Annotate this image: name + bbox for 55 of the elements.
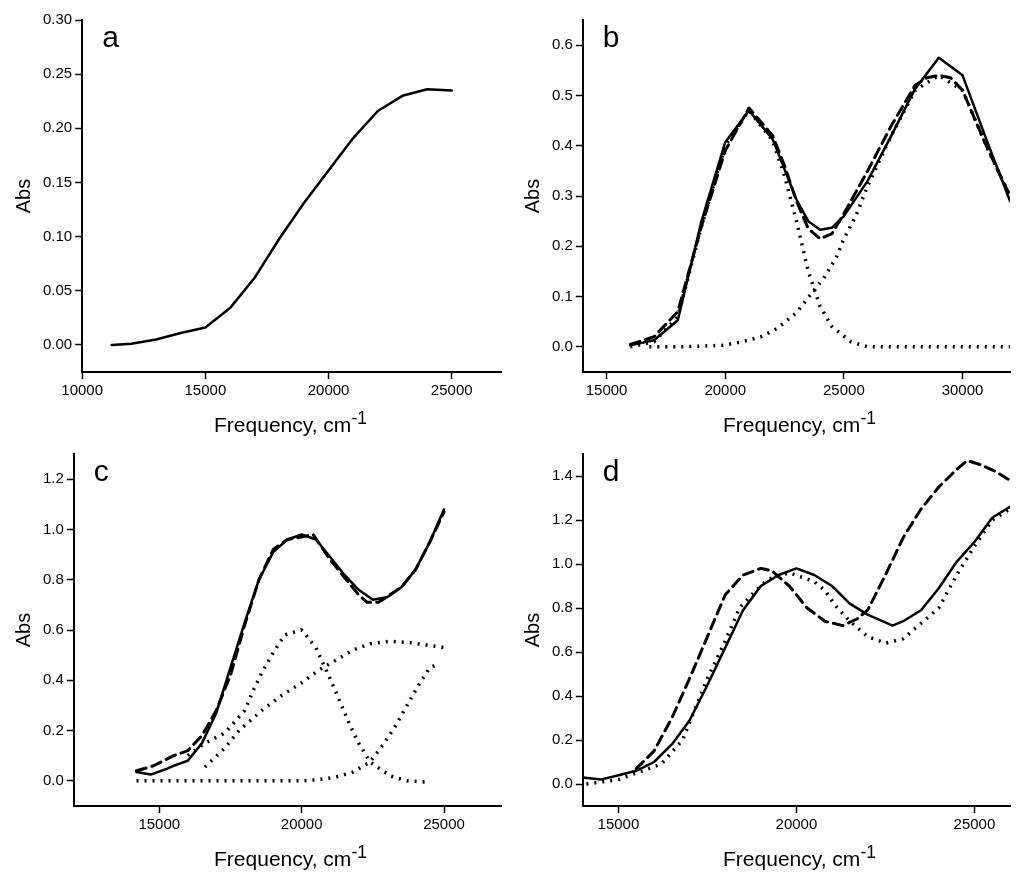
y-axis-title: Abs — [520, 612, 543, 648]
x-tick-label: 20000 — [307, 381, 350, 399]
y-tick-label: 0.0 — [42, 771, 64, 788]
y-tick-label: 1.2 — [551, 510, 573, 528]
x-tick-label: 20000 — [704, 381, 747, 399]
x-tick-label: 10000 — [61, 381, 104, 399]
y-tick-label: 0.25 — [42, 64, 73, 82]
y-tick-label: 0.4 — [42, 670, 64, 688]
x-tick-label: 30000 — [941, 381, 984, 399]
y-tick-label: 0.6 — [42, 620, 64, 638]
y-tick-label: 0.2 — [551, 236, 573, 254]
x-tick-label: 15000 — [184, 381, 227, 399]
x-axis-title: Frequency, cm$^{-1}$ — [722, 841, 877, 872]
y-tick-label: 1.2 — [42, 469, 64, 487]
y-tick-label: 0.6 — [551, 35, 573, 53]
x-axis-title: Frequency, cm$^{-1}$ — [722, 407, 877, 438]
y-tick-label: 0.6 — [551, 642, 573, 660]
y-tick-label: 1.4 — [551, 466, 573, 484]
y-tick-label: 0.0 — [551, 774, 573, 792]
annotation: c — [93, 454, 109, 488]
y-tick-label: 0.5 — [551, 85, 573, 103]
x-tick-label: 25000 — [953, 815, 996, 833]
x-tick-label: 15000 — [597, 815, 640, 833]
y-tick-label: 0.0 — [551, 337, 573, 354]
y-tick-label: 0.15 — [42, 172, 73, 190]
y-tick-label: 0.10 — [42, 226, 73, 244]
x-tick-label: 25000 — [430, 381, 473, 399]
y-tick-label: 0.20 — [42, 118, 73, 136]
y-tick-label: 0.00 — [42, 335, 73, 353]
y-tick-label: 1.0 — [42, 519, 64, 537]
y-tick-label: 0.4 — [551, 135, 573, 153]
annotation: a — [102, 20, 120, 54]
annotation: b — [602, 20, 620, 54]
x-tick-label: 15000 — [585, 381, 628, 399]
y-tick-label: 0.4 — [551, 686, 573, 704]
y-tick-label: 0.05 — [42, 280, 73, 298]
y-tick-label: 0.8 — [551, 598, 573, 616]
y-tick-label: 0.2 — [551, 730, 573, 748]
y-tick-label: 0.30 — [42, 10, 73, 28]
annotation: d — [602, 454, 620, 488]
x-tick-label: 25000 — [423, 815, 465, 833]
x-tick-label: 15000 — [138, 815, 181, 833]
x-tick-label: 20000 — [280, 815, 323, 833]
x-axis-title: Frequency, cm$^{-1}$ — [213, 407, 368, 438]
x-tick-label: 25000 — [823, 381, 865, 399]
y-axis-title: Abs — [11, 612, 34, 648]
y-tick-label: 0.8 — [42, 569, 64, 587]
y-axis-title: Abs — [11, 178, 34, 214]
x-tick-label: 20000 — [775, 815, 818, 833]
x-axis-title: Frequency, cm$^{-1}$ — [213, 841, 368, 872]
y-tick-label: 0.1 — [551, 286, 573, 304]
y-tick-label: 1.0 — [551, 554, 573, 572]
y-tick-label: 0.3 — [551, 186, 573, 204]
y-tick-label: 0.2 — [42, 720, 64, 738]
y-axis-title: Abs — [520, 178, 543, 214]
